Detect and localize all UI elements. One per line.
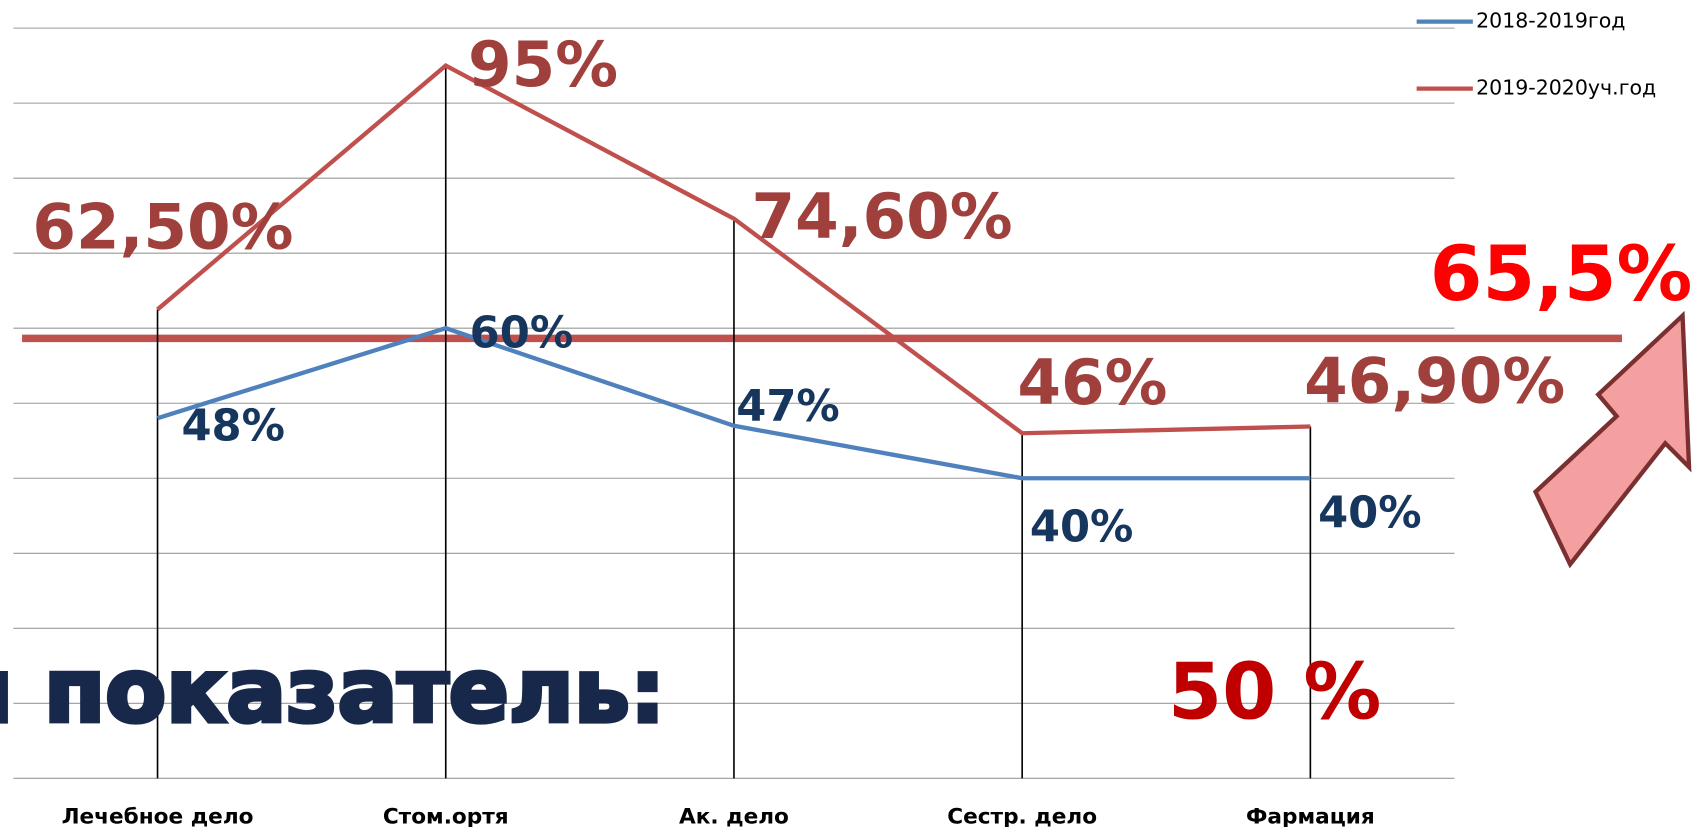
arrow (1532, 310, 1692, 569)
annotation-target-value: 50 % (1168, 648, 1381, 738)
data-label: 40% (1318, 489, 1421, 539)
data-label: 48% (181, 402, 284, 452)
x-tick-label: Сестр. дело (947, 804, 1097, 827)
data-label: 47% (736, 382, 839, 432)
legend-label: 2018-2019год (1476, 9, 1625, 33)
annotation-average: 65,5% (1430, 230, 1692, 318)
annotation-target: Целевой показатель: (0, 640, 665, 743)
x-tick-label: Стом.ортя (383, 804, 509, 827)
x-tick-label: Лечебное дело (62, 804, 254, 827)
series-line (156, 63, 1311, 436)
x-tick-label: Фармация (1246, 804, 1375, 827)
data-label: 40% (1030, 503, 1133, 553)
data-label: 46,90% (1304, 344, 1565, 417)
data-label: 95% (468, 28, 618, 101)
legend-label: 2019-2020уч.год (1476, 76, 1656, 100)
series-line (156, 325, 1311, 481)
data-label: 60% (470, 308, 573, 358)
data-label: 62,50% (32, 191, 293, 264)
x-tick-label: Ак. дело (679, 804, 789, 827)
data-label: 46% (1017, 346, 1167, 419)
data-label: 74,60% (751, 180, 1012, 253)
